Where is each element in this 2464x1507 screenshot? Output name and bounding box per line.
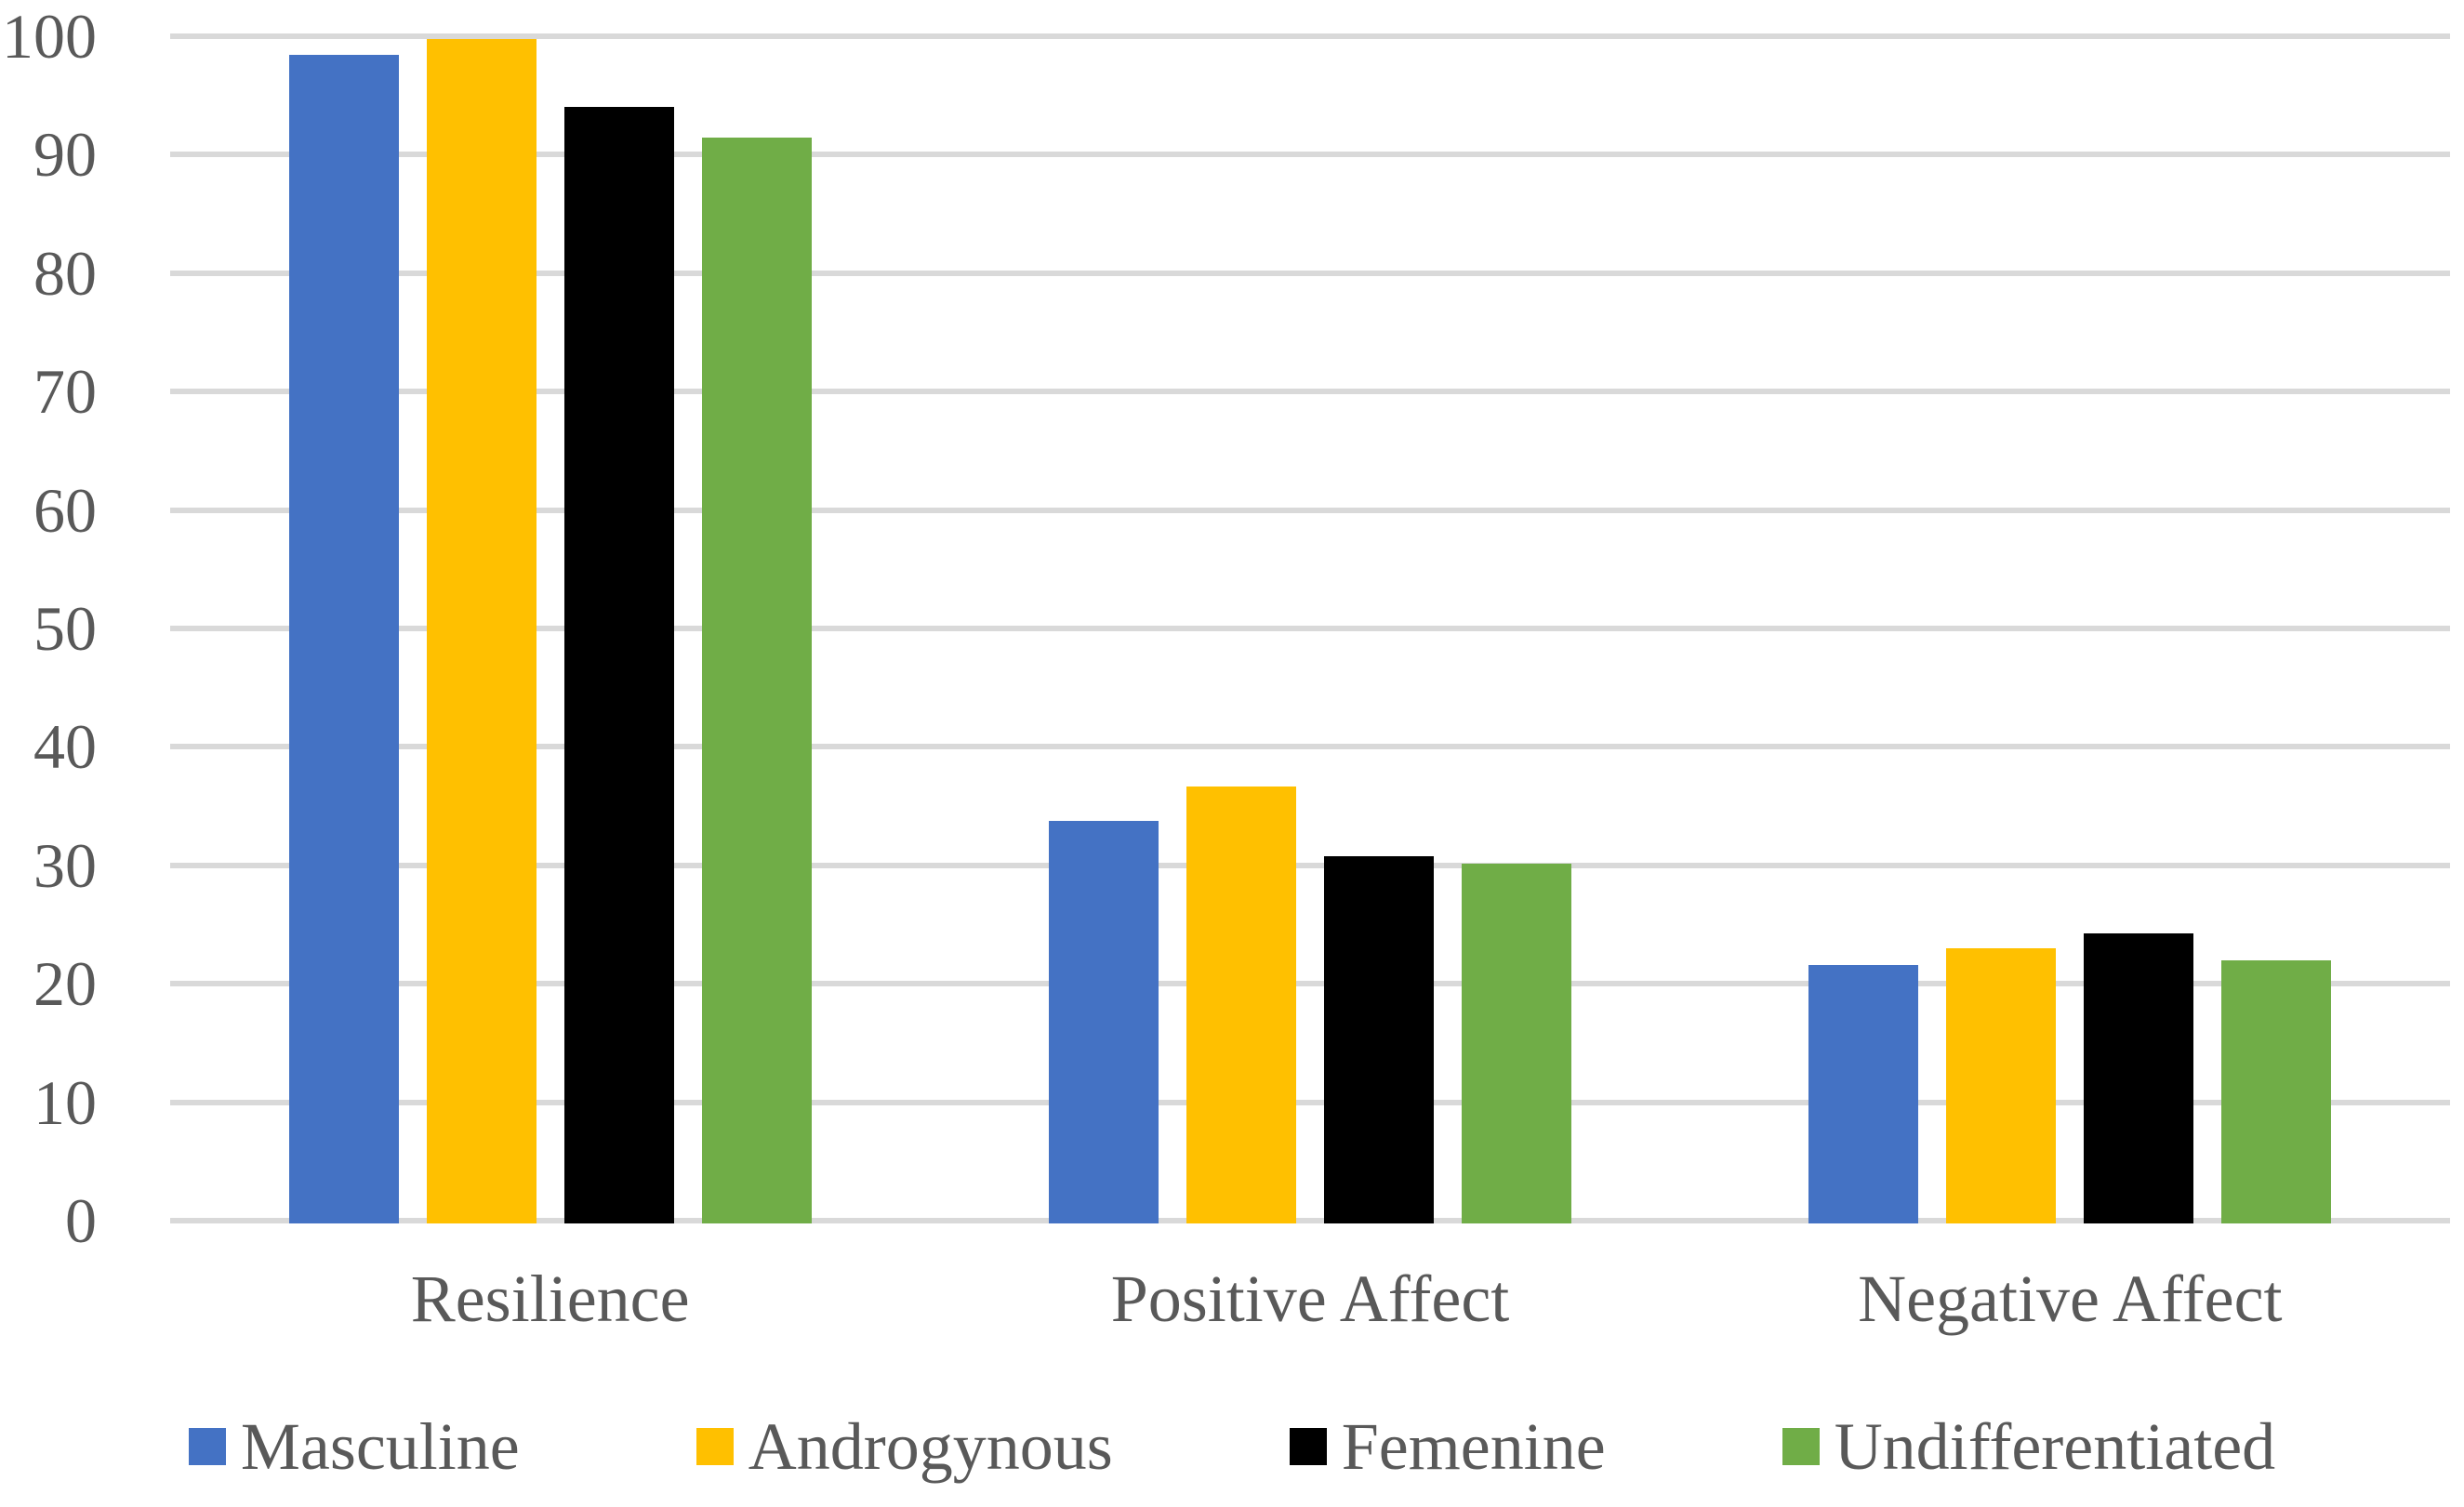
gridline-y-60	[170, 507, 2450, 513]
legend: Masculine Androgynous Femenine Undifferenti…	[0, 1391, 2464, 1502]
category-label-positive-affect: Positive Affect	[1110, 1262, 1510, 1336]
y-tick-label-70: 70	[33, 356, 97, 428]
gridline-y-50	[170, 626, 2450, 631]
y-tick-label-90: 90	[33, 119, 97, 191]
legend-swatch-femenine	[1289, 1428, 1327, 1465]
y-tick-label-0: 0	[65, 1185, 97, 1256]
y-tick-label-100: 100	[2, 1, 97, 72]
legend-swatch-masculine	[188, 1428, 226, 1465]
bar-femenine-resilience	[563, 106, 674, 1223]
bar-masculine-resilience	[288, 54, 399, 1223]
category-label-resilience: Resilience	[410, 1262, 690, 1336]
gridline-y-80	[170, 270, 2450, 276]
legend-label-androgynous: Androgynous	[748, 1409, 1113, 1484]
legend-label-masculine: Masculine	[240, 1409, 520, 1484]
gridline-y-20	[170, 981, 2450, 987]
legend-label-femenine: Femenine	[1341, 1409, 1606, 1484]
bar-masculine-positive-affect	[1049, 820, 1159, 1223]
bar-androgynous-resilience	[426, 39, 537, 1223]
bar-androgynous-negative-affect	[1946, 948, 2057, 1223]
legend-item-femenine: Femenine	[1289, 1405, 1606, 1488]
legend-item-masculine: Masculine	[188, 1405, 520, 1488]
legend-swatch-undifferentiated	[1782, 1428, 1820, 1465]
gridline-y-70	[170, 389, 2450, 395]
gridline-y-0	[170, 1218, 2450, 1223]
y-tick-label-20: 20	[33, 948, 97, 1020]
bar-femenine-positive-affect	[1324, 856, 1434, 1223]
gridline-y-100	[170, 33, 2450, 39]
bar-femenine-negative-affect	[2084, 932, 2194, 1223]
gridline-y-90	[170, 152, 2450, 158]
y-tick-label-30: 30	[33, 829, 97, 901]
y-tick-label-60: 60	[33, 474, 97, 546]
bar-undifferentiated-negative-affect	[2221, 960, 2332, 1223]
gridline-y-40	[170, 744, 2450, 750]
legend-item-undifferentiated: Undifferentiated	[1782, 1405, 2275, 1488]
legend-item-androgynous: Androgynous	[695, 1405, 1113, 1488]
bar-masculine-negative-affect	[1808, 965, 1919, 1223]
y-tick-label-40: 40	[33, 711, 97, 783]
y-tick-label-80: 80	[33, 237, 97, 309]
legend-label-undifferentiated: Undifferentiated	[1834, 1409, 2276, 1484]
bar-androgynous-positive-affect	[1186, 786, 1296, 1223]
bar-undifferentiated-positive-affect	[1462, 863, 1571, 1223]
category-label-negative-affect: Negative Affect	[1858, 1262, 2283, 1336]
gridline-y-30	[170, 862, 2450, 868]
y-tick-label-10: 10	[33, 1066, 97, 1138]
y-tick-label-50: 50	[33, 593, 97, 664]
bar-undifferentiated-resilience	[701, 137, 812, 1223]
legend-swatch-androgynous	[695, 1428, 734, 1465]
gridline-y-10	[170, 1099, 2450, 1105]
